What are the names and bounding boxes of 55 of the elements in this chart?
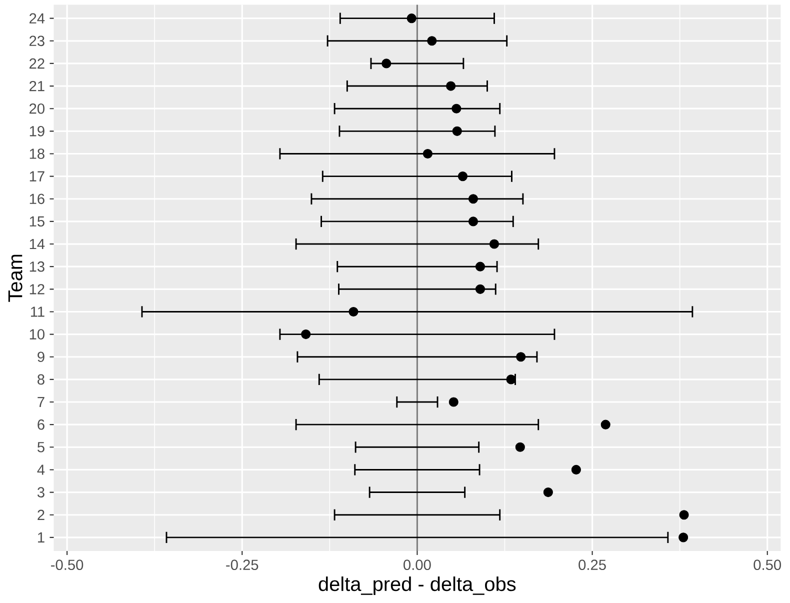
y-tick-label: 20 [30,103,44,114]
y-tick-label: 24 [30,13,45,24]
y-tick-label: 7 [38,396,44,407]
point [600,420,610,430]
point [475,284,486,294]
x-tick-label: -0.50 [51,559,84,570]
y-tick-label: 23 [30,36,44,46]
y-tick-label: 18 [30,148,44,159]
y-tick-label: 14 [30,238,45,249]
x-tick-label: 0.50 [754,559,781,570]
point [506,374,516,384]
y-tick-label: 3 [37,486,44,498]
x-tick-label: -0.25 [226,559,258,570]
y-axis-title: Team [8,254,22,302]
y-tick-label: 10 [30,328,44,340]
point [406,13,416,23]
y-tick-label: 1 [38,532,44,542]
y-tick-label: 9 [38,351,44,362]
point [446,81,456,91]
point [452,126,462,136]
y-tick-label: 12 [30,284,44,294]
y-tick-label: 22 [30,58,44,68]
point [422,148,432,158]
point [543,487,553,497]
point [475,262,486,272]
y-tick-label: 19 [30,126,44,136]
x-tick-label: 0.00 [404,559,431,570]
y-tick-label: 2 [38,510,44,520]
point [301,329,311,339]
y-tick-label: 4 [37,464,45,475]
point [458,171,468,181]
y-tick-label: 21 [30,80,44,91]
y-tick-label: 11 [30,306,44,317]
point [382,58,392,68]
point [468,194,478,204]
point [452,104,462,114]
y-tick-label: 5 [38,442,44,452]
y-tick-label: 13 [30,261,44,272]
point [427,36,437,46]
point [448,396,458,407]
y-tick-label: 16 [30,193,44,204]
point [571,464,581,474]
point [678,532,688,542]
y-tick-label: 6 [38,419,44,430]
y-tick-label: 8 [38,374,44,384]
point [516,352,526,362]
point [489,239,500,249]
x-tick-label: 0.25 [578,559,606,570]
y-tick-label: 15 [30,216,44,226]
y-tick-label: 17 [30,171,44,182]
point [679,510,689,520]
point [468,216,478,226]
x-axis-title: delta_pred - delta_obs [318,576,516,595]
point [515,442,525,452]
point [348,306,358,316]
